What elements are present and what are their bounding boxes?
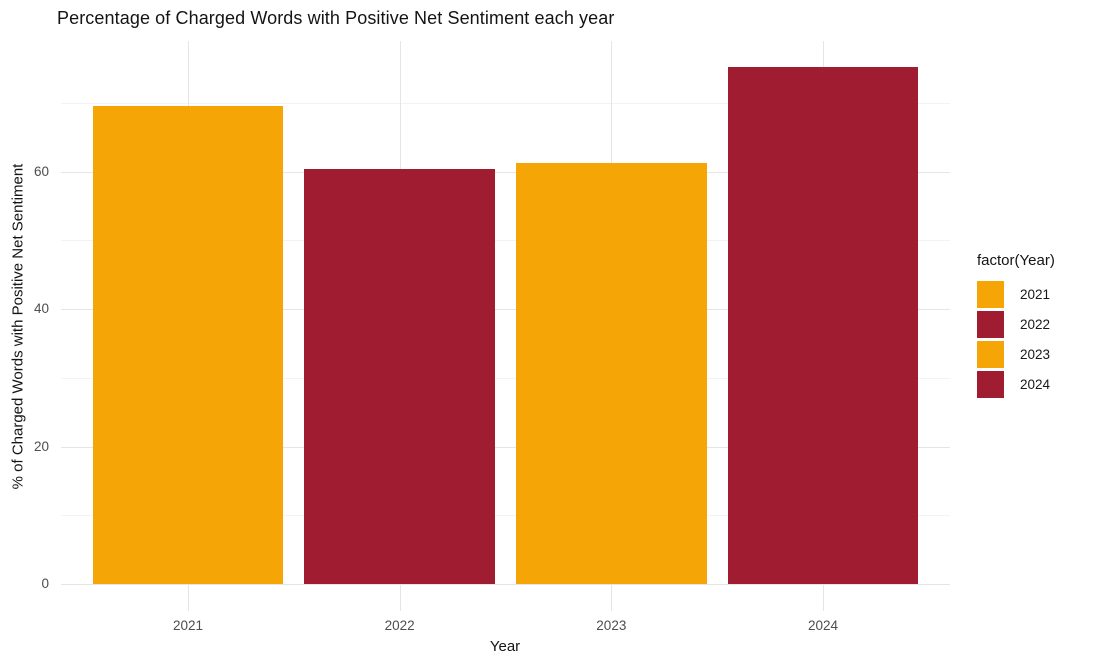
legend: factor(Year) 2021 2022 2023 2024 (977, 252, 1055, 399)
legend-label-2024: 2024 (1020, 376, 1051, 392)
legend-item-2023: 2023 (977, 339, 1055, 369)
y-tick-label-60: 60 (33, 163, 49, 179)
x-tick-label-2023: 2023 (596, 618, 627, 633)
y-tick-label-0: 0 (41, 576, 49, 591)
y-axis-title: % of Charged Words with Positive Net Sen… (9, 163, 27, 490)
legend-item-2024: 2024 (977, 369, 1055, 399)
bar-2022 (304, 168, 495, 584)
legend-entries: 2021 2022 2023 2024 (977, 279, 1055, 399)
bar-2023 (516, 163, 707, 584)
gridline-minor-y10 (61, 515, 950, 517)
gridline-major-y20 (61, 446, 950, 448)
legend-label-2021: 2021 (1020, 286, 1051, 302)
gridline-minor-y70 (61, 102, 950, 104)
legend-swatch-2024 (977, 370, 1004, 398)
x-tick-label-2021: 2021 (172, 618, 204, 633)
legend-item-2022: 2022 (977, 309, 1055, 339)
legend-label-2023: 2023 (1020, 346, 1051, 362)
bar-2021 (92, 106, 284, 584)
legend-swatch-2023 (977, 340, 1004, 368)
legend-swatch-2021 (977, 280, 1004, 308)
gridline-major-y60 (61, 171, 950, 173)
bar-2024 (727, 67, 919, 584)
gridline-minor-y50 (61, 240, 950, 242)
legend-item-2021: 2021 (977, 279, 1055, 309)
y-tick-label-20: 20 (33, 438, 49, 454)
gridline-major-y0 (61, 584, 950, 585)
legend-title: factor(Year) (977, 252, 1055, 269)
legend-swatch-2022 (977, 310, 1004, 338)
gridline-major-y40 (61, 309, 950, 310)
plot-panel (61, 41, 950, 611)
y-tick-label-40: 40 (33, 301, 49, 316)
chart-title: Percentage of Charged Words with Positiv… (57, 8, 615, 28)
x-axis-title: Year (489, 638, 521, 655)
x-tick-label-2022: 2022 (384, 618, 415, 633)
gridline-minor-y30 (61, 377, 950, 379)
legend-label-2022: 2022 (1020, 316, 1051, 332)
x-tick-label-2024: 2024 (807, 618, 839, 633)
